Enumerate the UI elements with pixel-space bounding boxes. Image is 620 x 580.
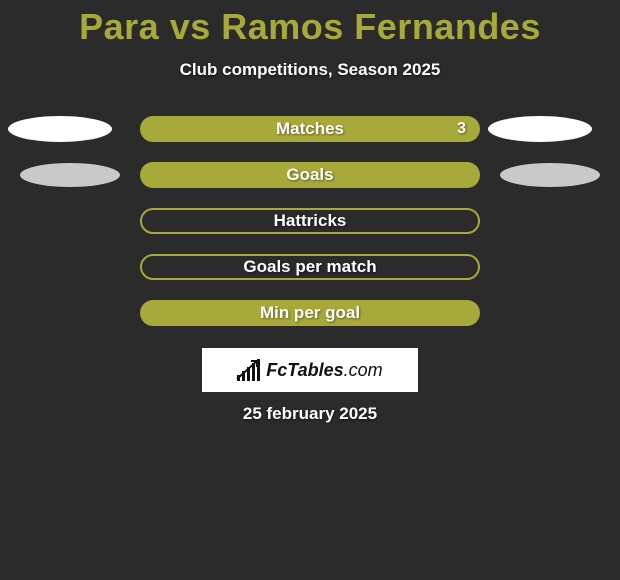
stat-rows: Matches 3 Goals Hattricks Goals per match Min… bbox=[0, 116, 620, 326]
stat-bar: Goals bbox=[140, 162, 480, 188]
stat-bar: Hattricks bbox=[140, 208, 480, 234]
logo-suffix: .com bbox=[344, 360, 383, 380]
stat-row: Min per goal bbox=[0, 300, 620, 326]
title-text: Para vs Ramos Fernandes bbox=[79, 6, 541, 47]
stat-row: Matches 3 bbox=[0, 116, 620, 142]
infographic-root: Para vs Ramos Fernandes Club competition… bbox=[0, 6, 620, 424]
stat-row: Goals per match bbox=[0, 254, 620, 280]
stat-label: Matches bbox=[276, 119, 344, 139]
player-marker-right bbox=[500, 163, 600, 187]
stat-row: Goals bbox=[0, 162, 620, 188]
stat-row: Hattricks bbox=[0, 208, 620, 234]
subtitle: Club competitions, Season 2025 bbox=[0, 60, 620, 80]
stat-label: Min per goal bbox=[260, 303, 360, 323]
player-marker-left bbox=[8, 116, 112, 142]
logo-box: FcTables.com bbox=[202, 348, 418, 392]
stat-label: Hattricks bbox=[274, 211, 347, 231]
stat-bar: Matches 3 bbox=[140, 116, 480, 142]
logo-brand: FcTables bbox=[266, 360, 343, 380]
stat-bar: Min per goal bbox=[140, 300, 480, 326]
page-title: Para vs Ramos Fernandes bbox=[0, 6, 620, 48]
player-marker-right bbox=[488, 116, 592, 142]
chart-icon bbox=[237, 359, 260, 381]
logo-text: FcTables.com bbox=[266, 360, 382, 381]
date-stamp: 25 february 2025 bbox=[0, 404, 620, 424]
stat-bar: Goals per match bbox=[140, 254, 480, 280]
stat-value: 3 bbox=[457, 120, 466, 138]
player-marker-left bbox=[20, 163, 120, 187]
stat-label: Goals per match bbox=[243, 257, 376, 277]
stat-label: Goals bbox=[286, 165, 333, 185]
